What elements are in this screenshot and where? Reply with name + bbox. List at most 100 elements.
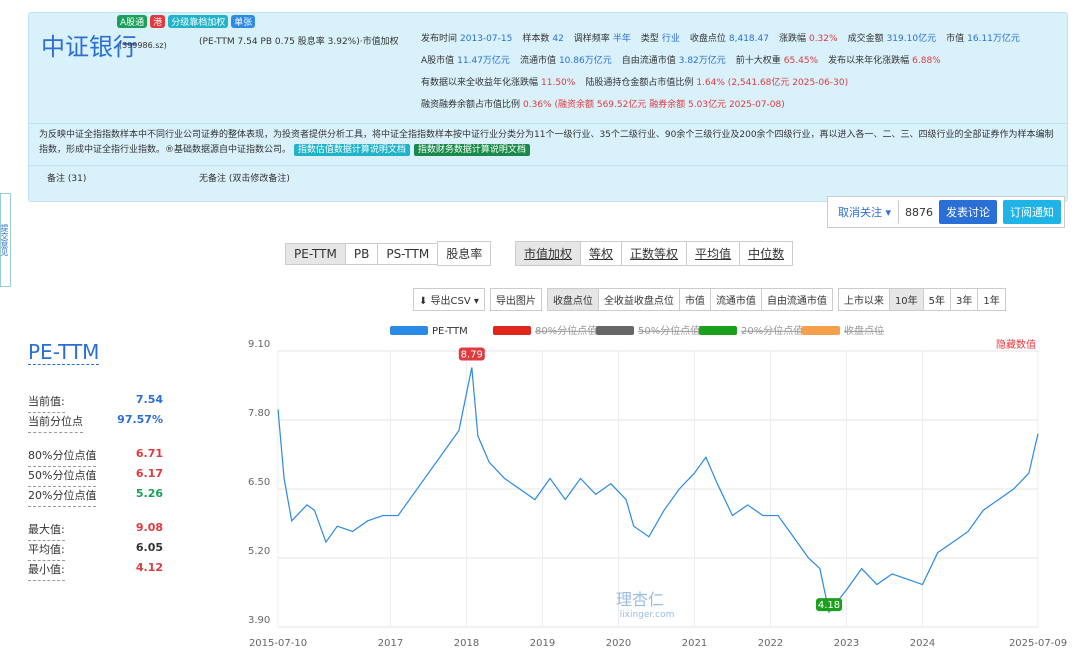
stat-item: 样本数 42 bbox=[522, 34, 563, 44]
stat-item: 有数据以来全收益年化涨跌幅 11.50% bbox=[421, 78, 575, 88]
stat-label: 调样频率 bbox=[573, 34, 610, 44]
legend-swatch bbox=[390, 326, 428, 335]
stat-item: 发布以来年化涨跌幅 6.88% bbox=[828, 56, 941, 66]
weight-tab[interactable]: 正数等权 bbox=[621, 241, 688, 266]
subscribe-button[interactable]: 订阅通知 bbox=[1003, 200, 1062, 224]
stat-label: 最小值: bbox=[28, 561, 65, 581]
legend-swatch bbox=[596, 326, 634, 335]
stat-value: 0.32% bbox=[808, 34, 838, 44]
export-image[interactable]: 导出图片 bbox=[489, 288, 542, 311]
annotation-label: 4.18 bbox=[818, 600, 840, 611]
range-tab[interactable]: 上市以来 bbox=[837, 288, 890, 311]
discuss-button[interactable]: 发表讨论 bbox=[939, 200, 998, 224]
weight-tab[interactable]: 平均值 bbox=[686, 241, 741, 266]
watermark-url: lixinger.com bbox=[620, 610, 675, 620]
weight-tabs: 市值加权 等权 正数等权 平均值 中位数 bbox=[515, 241, 794, 266]
annotation-box bbox=[458, 347, 485, 361]
export-csv[interactable]: ⬇ 导出CSV ▾ bbox=[413, 288, 485, 311]
stat-item: 类型 行业 bbox=[641, 34, 680, 44]
annotation-label: 8.79 bbox=[461, 349, 483, 360]
stat-label: 前十大权重 bbox=[735, 56, 781, 66]
legend-swatch bbox=[699, 326, 737, 335]
y-tick-label: 3.90 bbox=[248, 615, 270, 626]
metric-tab[interactable]: PS-TTM bbox=[377, 243, 439, 265]
stat-item: 涨跌幅 0.32% bbox=[779, 34, 838, 44]
weight-tab[interactable]: 中位数 bbox=[739, 241, 794, 266]
no-note[interactable]: 无备注 (双击修改备注) bbox=[199, 174, 290, 184]
x-tick-label: 2019 bbox=[530, 638, 555, 649]
hide-values[interactable]: 隐藏数值 bbox=[996, 338, 1036, 351]
metric-tab[interactable]: PE-TTM bbox=[285, 243, 346, 265]
stat-value: 11.50% bbox=[541, 78, 576, 88]
legend-label[interactable]: PE-TTM bbox=[432, 326, 468, 337]
legend-label[interactable]: 收盘点位 bbox=[844, 324, 884, 337]
description: 为反映中证全指指数样本中不同行业公司证券的整体表现，为投资者提供分析工具，将中证… bbox=[39, 128, 1059, 158]
doc-link[interactable]: 指数财务数据计算说明文档 bbox=[413, 144, 530, 156]
x-tick-label: 2021 bbox=[682, 638, 707, 649]
stat-label: 涨跌幅 bbox=[778, 34, 806, 44]
stat-value: 319.10亿元 bbox=[886, 34, 937, 44]
stat-row: 当前分位点 97.57% bbox=[28, 413, 163, 433]
stat-row: 50%分位点值 6.17 bbox=[28, 467, 163, 487]
stat-label: 收盘点位 bbox=[689, 34, 726, 44]
stat-label: 陆股通持仓金额占市值比例 bbox=[585, 78, 694, 88]
stat-item: 发布时间 2013-07-15 bbox=[421, 34, 512, 44]
stat-value: 65.45% bbox=[783, 56, 819, 66]
y-tick-label: 9.10 bbox=[248, 339, 270, 350]
stat-label: 发布以来年化涨跌幅 bbox=[828, 56, 910, 66]
weight-tab[interactable]: 市值加权 bbox=[515, 241, 582, 266]
index-header: A股通港分级靠档加权 单张 中证银行 (399986.sz) (PE-TTM 7.… bbox=[28, 12, 1068, 202]
stat-item: 成交金额 319.10亿元 bbox=[848, 34, 937, 44]
stat-label: 有数据以来全收益年化涨跌幅 bbox=[421, 78, 539, 88]
overlay-tab[interactable]: 全收益收盘点位 bbox=[597, 288, 680, 311]
stats-title: PE-TTM bbox=[28, 340, 100, 365]
overlay-tab[interactable]: 自由流通市值 bbox=[760, 288, 833, 311]
stat-value: 6.17 bbox=[135, 467, 163, 480]
y-tick-label: 5.20 bbox=[248, 546, 270, 557]
feedback-tab[interactable]: 提交意见 bbox=[0, 193, 11, 287]
stat-value: 2013-07-15 bbox=[460, 34, 513, 44]
watermark: 理杏仁 bbox=[616, 590, 664, 609]
unfollow-button[interactable]: 取消关注 ▾ bbox=[831, 200, 900, 224]
index-stats: 发布时间 2013-07-15 样本数 42 调样频率 半年 类型 行业 收盘点位 8,418.4… bbox=[421, 28, 1061, 116]
legend-label[interactable]: 50%分位点值 bbox=[638, 324, 700, 337]
stat-value: 42 bbox=[552, 34, 564, 44]
stat-row: 最小值: 4.12 bbox=[28, 561, 163, 581]
index-code: (399986.sz) bbox=[119, 41, 167, 50]
stat-label: 自由流通市值 bbox=[621, 56, 676, 66]
stat-value: 9.08 bbox=[135, 521, 163, 534]
legend-swatch bbox=[493, 326, 531, 335]
overlay-tab[interactable]: 流通市值 bbox=[709, 288, 762, 311]
badge: A股通 bbox=[117, 15, 148, 28]
legend-label[interactable]: 20%分位点值 bbox=[741, 324, 803, 337]
range-tab[interactable]: 1年 bbox=[977, 288, 1006, 311]
legend-swatch bbox=[802, 326, 840, 335]
x-tick-label: 2022 bbox=[758, 638, 783, 649]
doc-link[interactable]: 指数估值数据计算说明文档 bbox=[293, 144, 410, 156]
y-tick-label: 6.50 bbox=[248, 477, 270, 488]
stat-value: 半年 bbox=[612, 34, 631, 44]
note-link[interactable]: 备注 (31) bbox=[47, 174, 87, 184]
metric-tab[interactable]: PB bbox=[344, 243, 379, 265]
stat-label: 融资融券余额占市值比例 bbox=[421, 100, 521, 110]
stat-label: 20%分位点值 bbox=[28, 487, 97, 507]
stat-row: 最大值: 9.08 bbox=[28, 521, 163, 541]
stat-label: 50%分位点值 bbox=[28, 467, 97, 487]
stat-value: 6.05 bbox=[135, 541, 163, 554]
stat-value: 行业 bbox=[661, 34, 680, 44]
stat-item: A股市值 11.47万亿元 bbox=[421, 56, 510, 66]
weight-tab[interactable]: 等权 bbox=[580, 241, 623, 266]
stat-value: 10.86万亿元 bbox=[558, 56, 612, 66]
stat-item: 陆股通持仓金额占市值比例 1.64% (2,541.68亿元 2025-06-30… bbox=[585, 78, 848, 88]
metric-tab[interactable]: 股息率 bbox=[437, 241, 492, 266]
stat-item: 前十大权重 65.45% bbox=[736, 56, 818, 66]
index-title: 中证银行 bbox=[41, 33, 137, 61]
stat-value: 1.64% (2,541.68亿元 2025-06-30) bbox=[696, 78, 849, 88]
stat-label: A股市值 bbox=[421, 56, 455, 66]
legend-label[interactable]: 80%分位点值 bbox=[535, 324, 597, 337]
x-tick-label: 2024 bbox=[910, 638, 935, 649]
toolbar: ⬇ 导出CSV ▾ 导出图片 收盘点位 全收益收盘点位 市值 流通市值 自由流通市值 上市… bbox=[413, 288, 1006, 311]
stat-item: 调样频率 半年 bbox=[574, 34, 631, 44]
stat-row: 20%分位点值 5.26 bbox=[28, 487, 163, 507]
